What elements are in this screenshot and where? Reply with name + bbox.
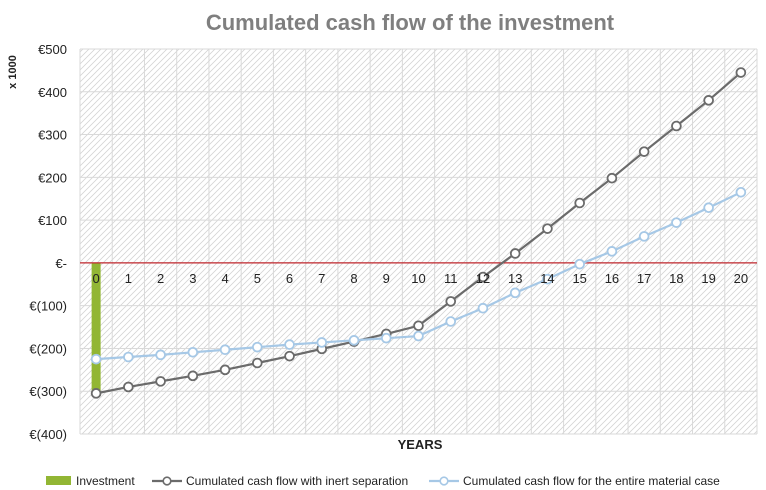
series-point	[155, 349, 166, 361]
legend-marker-entire	[439, 476, 449, 486]
x-tick-label: 3	[189, 271, 196, 286]
series-point	[638, 231, 650, 242]
x-tick-label: 13	[508, 271, 522, 286]
x-tick-label: 12	[476, 271, 490, 286]
x-tick-label: 2	[157, 271, 164, 286]
x-tick-label: 10	[411, 271, 425, 286]
series-point	[155, 376, 166, 387]
series-point	[445, 316, 457, 327]
series-point	[703, 95, 714, 106]
x-tick-label: 20	[734, 271, 748, 286]
series-point	[477, 302, 489, 314]
series-point	[445, 296, 457, 307]
series-point	[413, 330, 424, 342]
legend: Investment Cumulated cash flow with inert…	[46, 474, 720, 488]
x-tick-label: 8	[350, 271, 357, 286]
series-point	[477, 271, 489, 283]
legend-label-inert: Cumulated cash flow with inert separatio…	[186, 474, 408, 488]
y-tick-label: €500	[38, 42, 67, 57]
series-point	[284, 350, 295, 362]
x-tick-label: 14	[540, 271, 554, 286]
series-point	[219, 364, 231, 376]
y-tick-label: €-	[55, 256, 67, 271]
series-point	[123, 381, 134, 393]
y-tick-label: €(200)	[29, 341, 67, 356]
x-tick-label: 19	[701, 271, 715, 286]
y-axis-ticks: €500 €400 €300 €200 €100 €- €(100) €(200) €(300)…	[29, 42, 67, 442]
legend-swatch-investment	[46, 476, 71, 485]
x-tick-label: 15	[572, 271, 586, 286]
y-tick-label: €(400)	[29, 427, 67, 442]
y-tick-label: €100	[38, 213, 67, 228]
x-tick-label: 16	[605, 271, 619, 286]
series-point	[380, 332, 392, 344]
series-point	[413, 320, 424, 332]
series-point	[90, 388, 102, 399]
x-tick-label: 6	[286, 271, 293, 286]
y-tick-label: €300	[38, 128, 67, 143]
legend-marker-inert	[162, 476, 172, 486]
x-axis-label: YEARS	[398, 437, 443, 452]
series-point	[509, 287, 521, 299]
x-axis-ticks: 0 1 2 3 4 5 6 7 8 9 10 11 12 13 14 15 16 17 18 19 20	[93, 271, 749, 286]
series-point	[187, 346, 199, 358]
series-point	[574, 197, 585, 209]
series-point	[348, 335, 360, 346]
x-tick-label: 0	[93, 271, 100, 286]
y-tick-label: €400	[38, 85, 67, 100]
series-point	[252, 357, 263, 369]
series-point	[671, 217, 682, 228]
x-tick-label: 1	[125, 271, 132, 286]
series-point	[638, 146, 650, 157]
series-point	[187, 370, 199, 382]
x-tick-label: 7	[318, 271, 325, 286]
plot-area	[79, 48, 758, 435]
series-point	[606, 246, 618, 257]
y-tick-label: €(100)	[29, 299, 67, 314]
bar-series	[91, 262, 101, 392]
x-tick-label: 4	[221, 271, 228, 286]
legend-label-investment: Investment	[76, 474, 135, 488]
series-point	[284, 339, 295, 350]
x-tick-label: 9	[383, 271, 390, 286]
series-point	[671, 120, 682, 132]
series-point	[606, 172, 618, 184]
plot-background	[80, 49, 757, 434]
series-point	[219, 344, 231, 356]
x-tick-label: 11	[444, 271, 458, 286]
series-point	[90, 353, 102, 365]
series-point	[735, 67, 747, 78]
series-point	[316, 337, 328, 348]
investment-bar	[91, 262, 101, 392]
series-point	[252, 341, 263, 353]
series-point	[509, 248, 521, 259]
y-tick-label: €(300)	[29, 384, 67, 399]
series-point	[542, 223, 553, 234]
x-tick-label: 17	[637, 271, 651, 286]
y-axis-label: x 1000	[7, 55, 19, 89]
series-point	[542, 273, 553, 285]
series-point	[123, 351, 134, 363]
x-tick-label: 18	[669, 271, 683, 286]
series-point	[574, 258, 585, 270]
series-point	[735, 187, 747, 198]
line-series	[90, 67, 747, 399]
x-tick-label: 5	[254, 271, 261, 286]
chart-title: Cumulated cash flow of the investment	[206, 10, 615, 35]
y-tick-label: €200	[38, 170, 67, 185]
legend-label-entire: Cumulated cash flow for the entire mater…	[463, 474, 720, 488]
series-point	[703, 202, 714, 214]
